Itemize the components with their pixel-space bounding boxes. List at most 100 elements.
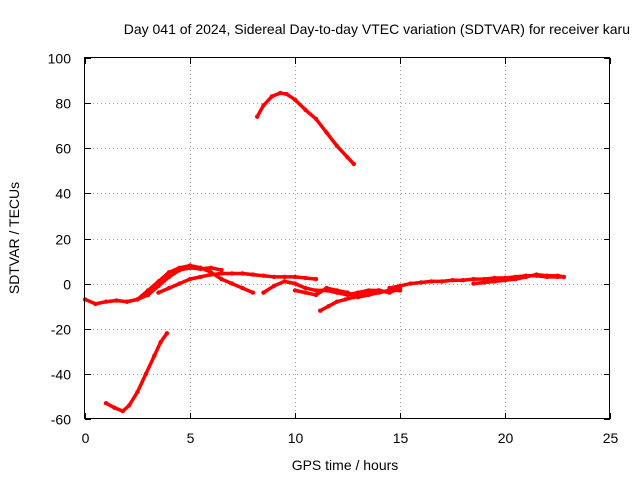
data-series-layer bbox=[82, 90, 566, 414]
data-point bbox=[334, 143, 340, 149]
data-point bbox=[492, 275, 497, 281]
data-point bbox=[313, 276, 319, 282]
series-line-satellite-a bbox=[104, 331, 169, 413]
data-point bbox=[219, 271, 224, 276]
data-point bbox=[166, 285, 172, 291]
data-point bbox=[292, 97, 298, 102]
data-point bbox=[271, 274, 277, 280]
data-point bbox=[166, 270, 172, 275]
data-point bbox=[198, 274, 203, 280]
data-point bbox=[120, 408, 126, 414]
x-tick-label: 25 bbox=[603, 430, 619, 446]
data-point bbox=[376, 288, 382, 293]
data-point bbox=[269, 94, 275, 99]
data-point bbox=[126, 403, 132, 408]
data-point bbox=[284, 91, 289, 97]
y-tick-label: 80 bbox=[55, 96, 71, 112]
data-point bbox=[219, 267, 224, 273]
y-tick-label: -40 bbox=[51, 367, 71, 383]
data-point bbox=[187, 276, 193, 282]
y-tick-label: 40 bbox=[55, 186, 71, 202]
data-point bbox=[255, 114, 260, 119]
data-point bbox=[343, 297, 348, 302]
data-point bbox=[460, 278, 466, 283]
data-point bbox=[93, 301, 98, 307]
data-point bbox=[555, 273, 560, 278]
data-point bbox=[240, 285, 245, 291]
data-point bbox=[387, 285, 392, 291]
data-point bbox=[313, 292, 319, 298]
data-point bbox=[334, 288, 340, 293]
data-point bbox=[292, 288, 298, 293]
data-point bbox=[198, 265, 203, 270]
x-axis-label: GPS time / hours bbox=[292, 457, 399, 473]
data-point bbox=[326, 304, 331, 309]
axis-ticks: 0 5 10 15 20 25 -60 -40 -20 0 20 40 60 80 100 bbox=[48, 51, 619, 447]
data-point bbox=[292, 281, 298, 286]
data-point bbox=[208, 272, 214, 277]
data-point bbox=[397, 283, 403, 289]
x-tick-label: 15 bbox=[393, 430, 409, 446]
data-point bbox=[103, 401, 109, 406]
data-point bbox=[114, 298, 119, 303]
data-point bbox=[229, 271, 235, 276]
data-point bbox=[513, 276, 518, 282]
data-point bbox=[303, 107, 308, 113]
data-point bbox=[418, 280, 424, 285]
chart-title: Day 041 of 2024, Sidereal Day-to-day VTE… bbox=[124, 21, 630, 37]
data-point bbox=[229, 281, 235, 286]
data-point bbox=[145, 288, 151, 293]
data-point bbox=[156, 290, 161, 295]
data-point bbox=[318, 308, 323, 313]
data-point bbox=[124, 299, 130, 304]
data-point bbox=[135, 389, 140, 395]
data-point bbox=[502, 278, 508, 283]
series-line-satellite-j bbox=[471, 272, 566, 286]
data-point bbox=[450, 278, 455, 283]
data-point bbox=[303, 275, 308, 281]
data-point bbox=[345, 155, 350, 160]
x-tick-label: 20 bbox=[498, 430, 514, 446]
data-point bbox=[208, 265, 214, 270]
data-point bbox=[534, 272, 539, 277]
y-tick-label: -20 bbox=[51, 322, 71, 338]
data-point bbox=[355, 290, 361, 295]
data-point bbox=[219, 276, 224, 282]
data-point bbox=[152, 353, 157, 358]
data-point bbox=[481, 276, 487, 282]
data-point bbox=[135, 297, 140, 302]
data-point bbox=[240, 271, 245, 276]
data-point bbox=[250, 272, 256, 277]
y-axis-label: SDTVAR / TECUs bbox=[6, 182, 22, 294]
data-point bbox=[351, 161, 356, 167]
grid-lines bbox=[85, 58, 610, 419]
data-point bbox=[282, 274, 287, 280]
y-tick-label: 60 bbox=[55, 141, 71, 157]
data-point bbox=[368, 290, 373, 295]
data-point bbox=[164, 331, 170, 336]
data-point bbox=[313, 116, 319, 122]
series-line-satellite-e bbox=[156, 271, 318, 295]
data-point bbox=[261, 103, 266, 108]
data-point bbox=[143, 371, 149, 377]
data-point bbox=[429, 279, 434, 284]
y-tick-label: 100 bbox=[48, 51, 72, 67]
data-point bbox=[282, 279, 287, 284]
data-point bbox=[351, 295, 356, 300]
data-point bbox=[156, 283, 161, 289]
data-point bbox=[145, 292, 151, 298]
data-point bbox=[471, 281, 476, 286]
data-point bbox=[292, 274, 298, 280]
x-tick-label: 5 bbox=[187, 430, 195, 446]
data-point bbox=[334, 299, 340, 304]
data-point bbox=[261, 290, 266, 295]
data-point bbox=[156, 279, 161, 284]
data-point bbox=[303, 290, 308, 295]
data-point bbox=[187, 263, 193, 268]
data-point bbox=[561, 274, 566, 280]
data-point bbox=[439, 279, 445, 284]
data-point bbox=[492, 279, 497, 284]
y-tick-label: 0 bbox=[63, 277, 71, 293]
data-point bbox=[345, 290, 350, 295]
